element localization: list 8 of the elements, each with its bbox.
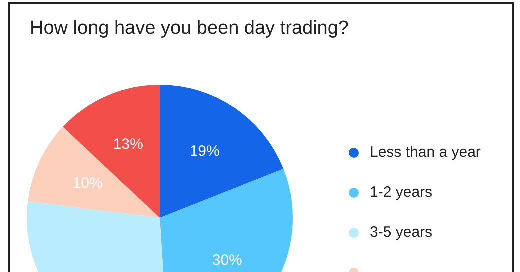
data-label: 10% xyxy=(72,175,103,192)
chart-title: How long have you been day trading? xyxy=(30,18,350,40)
data-label: 19% xyxy=(190,143,220,160)
data-label: 13% xyxy=(113,136,144,153)
data-label: 30% xyxy=(212,252,242,269)
legend-label: 1-2 years xyxy=(370,184,433,202)
legend-label: Less than a year xyxy=(370,144,481,162)
legend-label: 3-5 years xyxy=(370,224,433,242)
